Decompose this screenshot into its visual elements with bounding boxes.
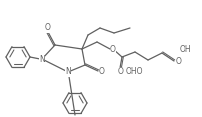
Text: O: O	[118, 68, 124, 77]
Text: O: O	[176, 57, 182, 66]
Text: O: O	[110, 44, 116, 53]
Text: OHO: OHO	[125, 66, 143, 75]
Text: O: O	[45, 24, 51, 33]
Text: OH: OH	[179, 46, 191, 55]
Text: N: N	[39, 55, 45, 64]
Text: N: N	[65, 68, 71, 77]
Text: O: O	[99, 66, 105, 75]
